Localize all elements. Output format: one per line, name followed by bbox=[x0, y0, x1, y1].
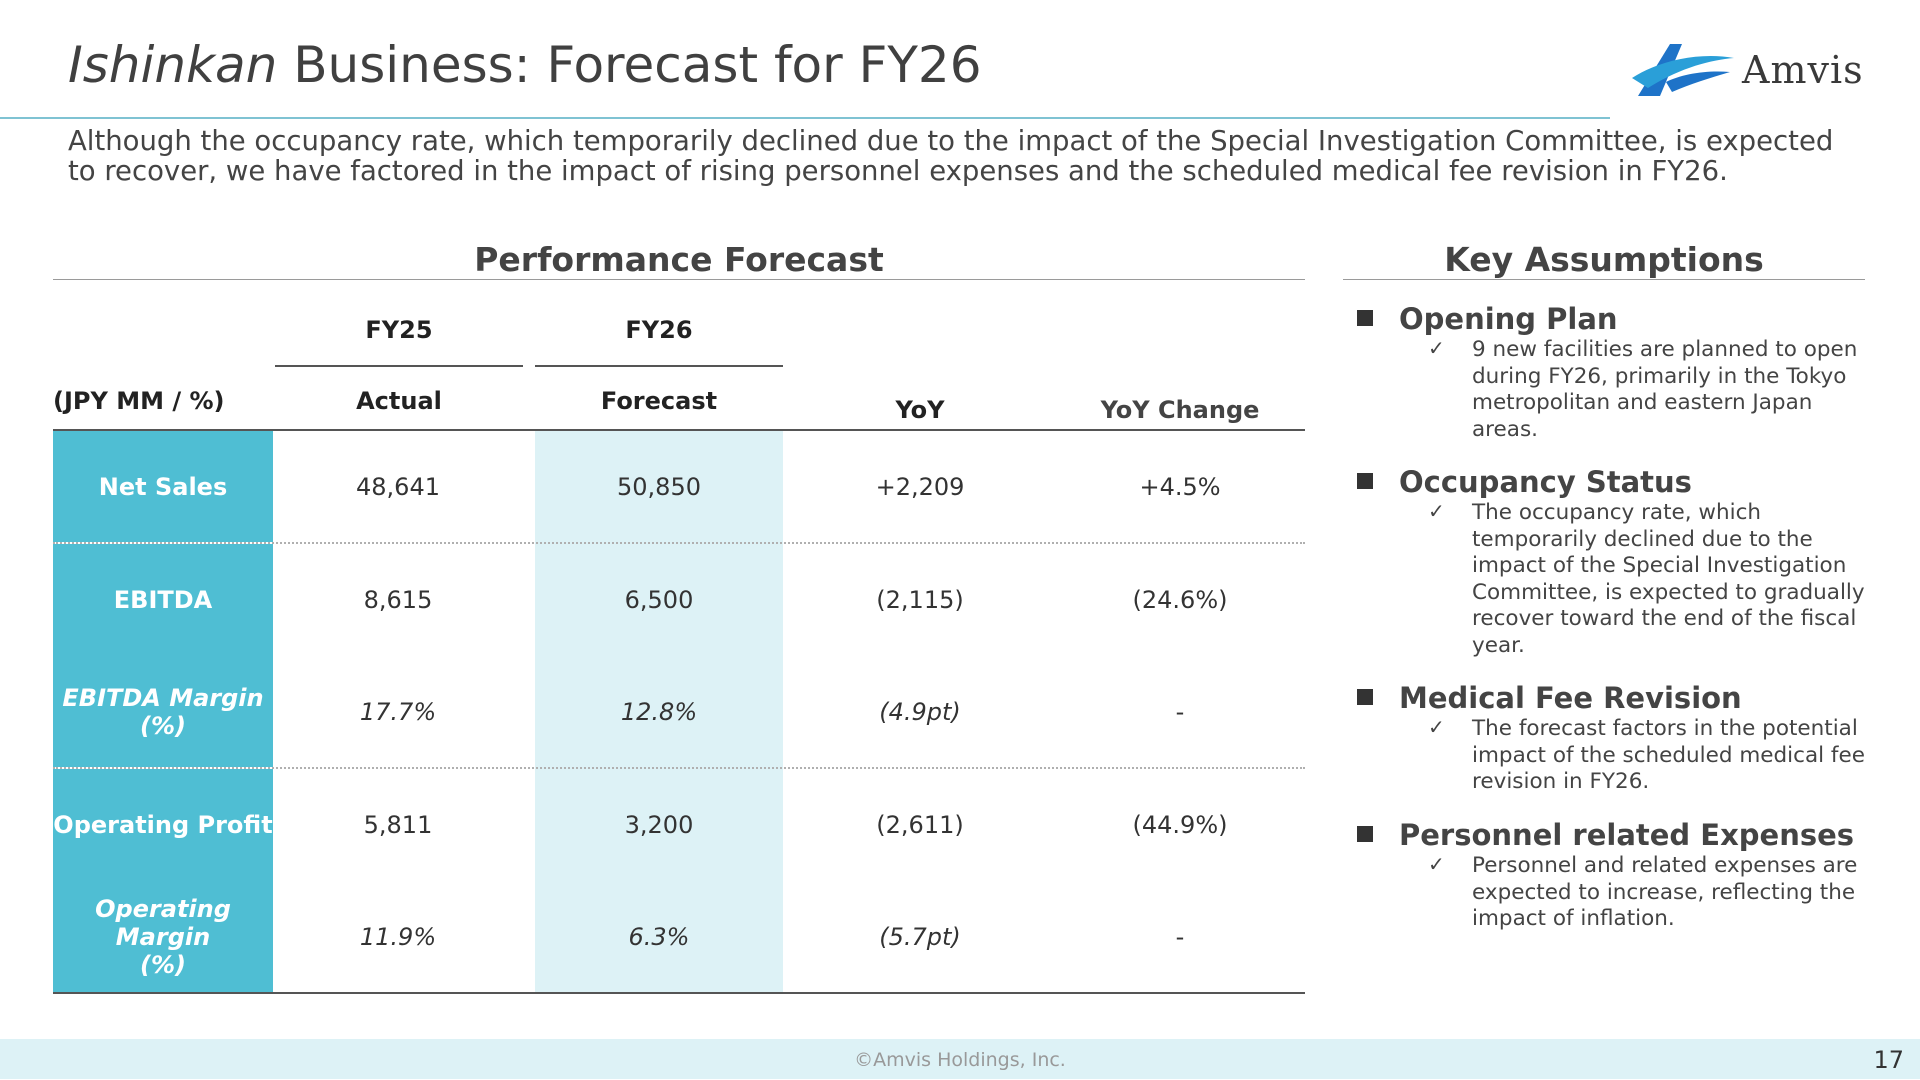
table-cell: 12.8% bbox=[620, 697, 698, 726]
row-divider bbox=[53, 767, 1305, 769]
copyright: ©Amvis Holdings, Inc. bbox=[854, 1049, 1066, 1071]
table-cell: (24.6%) bbox=[1132, 586, 1228, 614]
table-cell: (4.9pt) bbox=[879, 697, 961, 726]
table-cell: 6.3% bbox=[628, 922, 690, 951]
table-top-rule bbox=[53, 429, 1305, 431]
square-bullet-icon bbox=[1357, 689, 1373, 705]
company-logo: Amvis bbox=[1630, 38, 1890, 100]
page-title-italic: Ishinkan bbox=[68, 36, 278, 94]
logo-wordmark: Amvis bbox=[1742, 48, 1864, 92]
page-title-rest: Business: Forecast for FY26 bbox=[277, 36, 982, 94]
title-divider bbox=[0, 117, 1610, 119]
assumption-body: The occupancy rate, which temporarily de… bbox=[1472, 500, 1865, 658]
table-cell: (44.9%) bbox=[1132, 811, 1228, 839]
logo-mark-icon bbox=[1632, 44, 1734, 96]
assumption-heading: Personnel related Expenses bbox=[1357, 818, 1854, 852]
assumption-heading: Medical Fee Revision bbox=[1357, 681, 1742, 715]
fy25-header-rule bbox=[275, 365, 523, 367]
table-cell: 50,850 bbox=[617, 472, 701, 501]
header-yoy-change: YoY Change bbox=[1100, 396, 1260, 424]
square-bullet-icon bbox=[1357, 473, 1373, 489]
square-bullet-icon bbox=[1357, 310, 1373, 326]
assumption-body: Personnel and related expenses are expec… bbox=[1472, 853, 1858, 931]
header-yoy: YoY bbox=[895, 396, 945, 424]
metric-operating-profit: Operating Profit bbox=[53, 769, 273, 881]
table-cell: 11.9% bbox=[359, 922, 437, 951]
table-cell: (2,115) bbox=[876, 586, 964, 614]
table-cell: - bbox=[1175, 922, 1185, 951]
intro-text: Although the occupancy rate, which tempo… bbox=[68, 125, 1834, 187]
assumption-heading: Opening Plan bbox=[1357, 302, 1618, 336]
table-cell: (5.7pt) bbox=[879, 922, 961, 951]
table-cell: 17.7% bbox=[359, 697, 437, 726]
assumption-body: The forecast factors in the potential im… bbox=[1472, 716, 1865, 794]
header-forecast: Forecast bbox=[600, 387, 718, 415]
metric-operating-margin: Operating Margin (%) bbox=[53, 881, 273, 992]
unit-label: (JPY MM / %) bbox=[53, 387, 225, 415]
key-assumptions-rule bbox=[1343, 279, 1865, 280]
table-cell: - bbox=[1175, 697, 1185, 726]
table-bottom-rule bbox=[53, 992, 1305, 994]
key-assumptions-title: Key Assumptions bbox=[1444, 240, 1764, 279]
check-icon: ✓ bbox=[1428, 852, 1445, 876]
header-fy25: FY25 bbox=[365, 316, 433, 344]
header-fy26: FY26 bbox=[625, 316, 693, 344]
performance-forecast-title: Performance Forecast bbox=[474, 240, 884, 279]
check-icon: ✓ bbox=[1428, 499, 1445, 523]
page-number: 17 bbox=[1873, 1046, 1904, 1074]
table-cell: 6,500 bbox=[624, 586, 694, 614]
table-cell: 3,200 bbox=[624, 811, 694, 839]
square-bullet-icon bbox=[1357, 826, 1373, 842]
table-cell: 48,641 bbox=[356, 472, 440, 501]
table-cell: (2,611) bbox=[876, 811, 964, 839]
assumption-heading: Occupancy Status bbox=[1357, 465, 1692, 499]
table-cell: +2,209 bbox=[875, 472, 965, 501]
header-actual: Actual bbox=[356, 387, 442, 415]
assumption-body: 9 new facilities are planned to open dur… bbox=[1472, 337, 1858, 442]
check-icon: ✓ bbox=[1428, 336, 1445, 360]
metric-ebitda-margin: EBITDA Margin (%) bbox=[53, 656, 273, 767]
table-cell: 8,615 bbox=[363, 586, 433, 614]
performance-forecast-rule bbox=[53, 279, 1305, 280]
footer-bar bbox=[0, 1039, 1920, 1079]
page-title: Ishinkan Business: Forecast for FY26 bbox=[68, 36, 982, 94]
table-cell: 5,811 bbox=[363, 811, 433, 839]
metric-net-sales: Net Sales bbox=[53, 431, 273, 542]
check-icon: ✓ bbox=[1428, 715, 1445, 739]
fy26-column-highlight bbox=[535, 430, 783, 993]
row-divider bbox=[53, 542, 1305, 544]
metric-ebitda: EBITDA bbox=[53, 544, 273, 656]
fy26-header-rule bbox=[535, 365, 783, 367]
table-cell: +4.5% bbox=[1139, 472, 1221, 501]
